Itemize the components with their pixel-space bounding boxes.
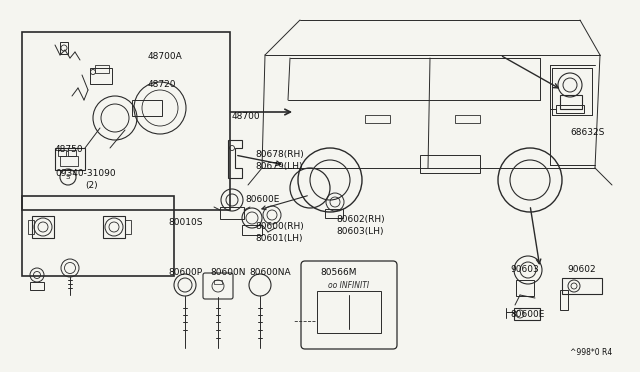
Text: 68632S: 68632S bbox=[570, 128, 604, 137]
Text: 80010S: 80010S bbox=[168, 218, 202, 227]
Text: 80600N: 80600N bbox=[210, 268, 246, 277]
Bar bbox=[317, 291, 381, 333]
Text: 80601(LH): 80601(LH) bbox=[255, 234, 303, 243]
Bar bbox=[32, 216, 54, 238]
Bar bbox=[68, 150, 76, 156]
Bar bbox=[95, 65, 109, 73]
Bar bbox=[220, 207, 244, 219]
Text: 80600E: 80600E bbox=[510, 310, 545, 319]
Bar bbox=[60, 42, 68, 54]
Text: 80566M: 80566M bbox=[320, 268, 356, 277]
Text: S: S bbox=[66, 174, 70, 180]
Bar bbox=[560, 290, 568, 310]
Text: 48720: 48720 bbox=[148, 80, 177, 89]
Bar bbox=[420, 155, 480, 173]
Bar bbox=[90, 68, 112, 84]
Bar bbox=[455, 115, 480, 123]
Text: 48750: 48750 bbox=[55, 145, 84, 154]
Text: 80600P: 80600P bbox=[168, 268, 202, 277]
Bar bbox=[125, 220, 131, 234]
Bar bbox=[560, 95, 582, 109]
Text: 48700A: 48700A bbox=[148, 52, 183, 61]
Bar bbox=[60, 156, 78, 166]
Text: ^998*0 R4: ^998*0 R4 bbox=[570, 348, 612, 357]
Text: 80679(LH): 80679(LH) bbox=[255, 162, 303, 171]
Bar bbox=[55, 148, 85, 170]
Text: 80600E: 80600E bbox=[245, 195, 280, 204]
Bar bbox=[28, 220, 34, 234]
Bar bbox=[242, 225, 262, 235]
Bar bbox=[132, 100, 162, 116]
Bar bbox=[514, 308, 540, 320]
Bar bbox=[562, 278, 602, 294]
Text: (2): (2) bbox=[85, 181, 98, 190]
Text: 90602: 90602 bbox=[567, 265, 596, 274]
Text: 80600NA: 80600NA bbox=[249, 268, 291, 277]
Text: oo INFINITI: oo INFINITI bbox=[328, 281, 369, 290]
Text: 09340-31090: 09340-31090 bbox=[55, 169, 116, 178]
Bar bbox=[325, 209, 343, 218]
Bar bbox=[103, 216, 125, 238]
Text: 48700: 48700 bbox=[232, 112, 260, 121]
Text: 80603(LH): 80603(LH) bbox=[336, 227, 383, 236]
Bar bbox=[30, 282, 44, 290]
Bar bbox=[22, 196, 174, 276]
Text: 80600(RH): 80600(RH) bbox=[255, 222, 304, 231]
Text: 90603: 90603 bbox=[510, 265, 539, 274]
Bar bbox=[365, 115, 390, 123]
Bar bbox=[556, 105, 584, 113]
Bar bbox=[22, 32, 230, 210]
Bar bbox=[58, 150, 66, 156]
Bar bbox=[516, 280, 534, 296]
Text: 80678(RH): 80678(RH) bbox=[255, 150, 304, 159]
Text: 80602(RH): 80602(RH) bbox=[336, 215, 385, 224]
Bar bbox=[214, 280, 222, 284]
